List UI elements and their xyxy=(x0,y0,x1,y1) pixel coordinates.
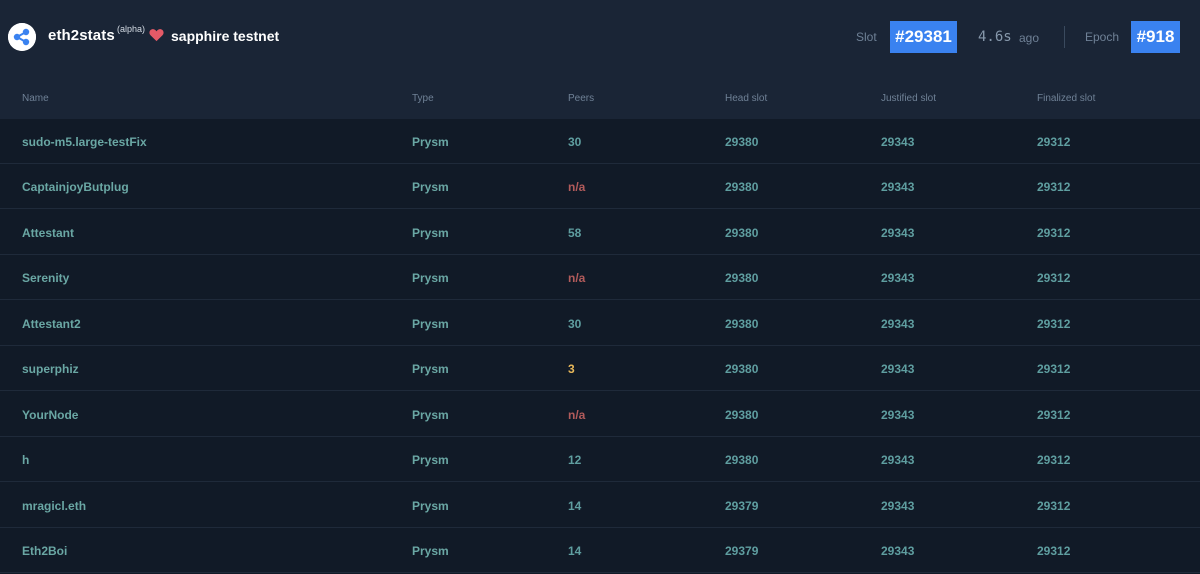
column-header-name[interactable]: Name xyxy=(22,93,49,104)
node-peers: 30 xyxy=(568,135,582,149)
node-finalized-slot: 29312 xyxy=(1037,317,1071,331)
node-finalized-slot: 29312 xyxy=(1037,453,1071,467)
table-row[interactable]: Serenity Prysm n/a 29380 29343 29312 xyxy=(0,255,1200,300)
slot-label: Slot xyxy=(856,30,877,44)
node-finalized-slot: 29312 xyxy=(1037,135,1071,149)
node-peers: 12 xyxy=(568,453,582,467)
heart-icon xyxy=(149,29,164,42)
node-head-slot: 29380 xyxy=(725,271,759,285)
node-head-slot: 29380 xyxy=(725,180,759,194)
alpha-badge: (alpha) xyxy=(117,24,146,34)
node-finalized-slot: 29312 xyxy=(1037,499,1071,513)
node-peers: n/a xyxy=(568,180,586,194)
node-peers: n/a xyxy=(568,271,586,285)
node-finalized-slot: 29312 xyxy=(1037,362,1071,376)
slot-value-badge: #29381 xyxy=(890,21,957,53)
node-justified-slot: 29343 xyxy=(881,362,915,376)
table-row[interactable]: mragicl.eth Prysm 14 29379 29343 29312 xyxy=(0,483,1200,528)
node-justified-slot: 29343 xyxy=(881,499,915,513)
epoch-label: Epoch xyxy=(1085,30,1120,44)
node-type: Prysm xyxy=(412,271,449,285)
column-header-peers[interactable]: Peers xyxy=(568,93,595,104)
node-name[interactable]: sudo-m5.large-testFix xyxy=(22,135,147,149)
node-head-slot: 29380 xyxy=(725,226,759,240)
node-finalized-slot: 29312 xyxy=(1037,180,1071,194)
node-justified-slot: 29343 xyxy=(881,271,915,285)
node-justified-slot: 29343 xyxy=(881,408,915,422)
node-peers: 14 xyxy=(568,499,582,513)
table-header xyxy=(0,74,1200,119)
top-bar: eth2stats (alpha) sapphire testnet Slot … xyxy=(0,0,1200,74)
column-header-head-slot[interactable]: Head slot xyxy=(725,93,768,104)
node-head-slot: 29380 xyxy=(725,362,759,376)
column-header-type[interactable]: Type xyxy=(412,93,434,104)
eth2stats-logo-icon[interactable] xyxy=(8,23,36,51)
node-justified-slot: 29343 xyxy=(881,226,915,240)
node-peers: 30 xyxy=(568,317,582,331)
node-head-slot: 29380 xyxy=(725,317,759,331)
table-row[interactable]: Attestant2 Prysm 30 29380 29343 29312 xyxy=(0,301,1200,346)
column-header-justified-slot[interactable]: Justified slot xyxy=(881,93,937,104)
node-finalized-slot: 29312 xyxy=(1037,544,1071,558)
node-peers: n/a xyxy=(568,408,586,422)
node-peers: 58 xyxy=(568,226,582,240)
node-head-slot: 29379 xyxy=(725,499,759,513)
node-type: Prysm xyxy=(412,135,449,149)
node-peers: 14 xyxy=(568,544,582,558)
table-row[interactable]: CaptainjoyButplug Prysm n/a 29380 29343 … xyxy=(0,164,1200,209)
node-name[interactable]: h xyxy=(22,453,30,467)
node-peers: 3 xyxy=(568,362,575,376)
node-type: Prysm xyxy=(412,544,449,558)
node-name[interactable]: Serenity xyxy=(22,271,70,285)
node-name[interactable]: mragicl.eth xyxy=(22,499,87,513)
node-type: Prysm xyxy=(412,317,449,331)
node-type: Prysm xyxy=(412,180,449,194)
node-name[interactable]: CaptainjoyButplug xyxy=(22,180,129,194)
table-row[interactable]: YourNode Prysm n/a 29380 29343 29312 xyxy=(0,392,1200,437)
column-header-finalized-slot[interactable]: Finalized slot xyxy=(1037,93,1096,104)
node-name[interactable]: superphiz xyxy=(22,362,79,376)
table-row[interactable]: Eth2Boi Prysm 14 29379 29343 29312 xyxy=(0,528,1200,573)
node-justified-slot: 29343 xyxy=(881,135,915,149)
node-type: Prysm xyxy=(412,362,449,376)
node-justified-slot: 29343 xyxy=(881,544,915,558)
node-name[interactable]: Eth2Boi xyxy=(22,544,68,558)
node-name[interactable]: Attestant2 xyxy=(22,317,81,331)
node-justified-slot: 29343 xyxy=(881,453,915,467)
node-head-slot: 29380 xyxy=(725,135,759,149)
table-row[interactable]: h Prysm 12 29380 29343 29312 xyxy=(0,437,1200,482)
node-finalized-slot: 29312 xyxy=(1037,226,1071,240)
node-head-slot: 29380 xyxy=(725,408,759,422)
last-block-time-suffix: ago xyxy=(1019,31,1040,45)
node-justified-slot: 29343 xyxy=(881,317,915,331)
table-row[interactable]: Attestant Prysm 58 29380 29343 29312 xyxy=(0,210,1200,255)
node-head-slot: 29380 xyxy=(725,453,759,467)
network-name[interactable]: sapphire testnet xyxy=(171,28,280,44)
node-name[interactable]: Attestant xyxy=(22,226,75,240)
table-row[interactable]: superphiz Prysm 3 29380 29343 29312 xyxy=(0,346,1200,391)
node-head-slot: 29379 xyxy=(725,544,759,558)
node-name[interactable]: YourNode xyxy=(22,408,79,422)
node-justified-slot: 29343 xyxy=(881,180,915,194)
node-finalized-slot: 29312 xyxy=(1037,408,1071,422)
node-finalized-slot: 29312 xyxy=(1037,271,1071,285)
node-type: Prysm xyxy=(412,226,449,240)
node-type: Prysm xyxy=(412,408,449,422)
table-row[interactable]: sudo-m5.large-testFix Prysm 30 29380 293… xyxy=(0,119,1200,164)
header-divider xyxy=(1064,26,1065,48)
node-type: Prysm xyxy=(412,453,449,467)
brand-name[interactable]: eth2stats xyxy=(48,27,115,44)
epoch-value-badge: #918 xyxy=(1131,21,1180,53)
node-type: Prysm xyxy=(412,499,449,513)
last-block-time: 4.6s xyxy=(978,29,1012,45)
